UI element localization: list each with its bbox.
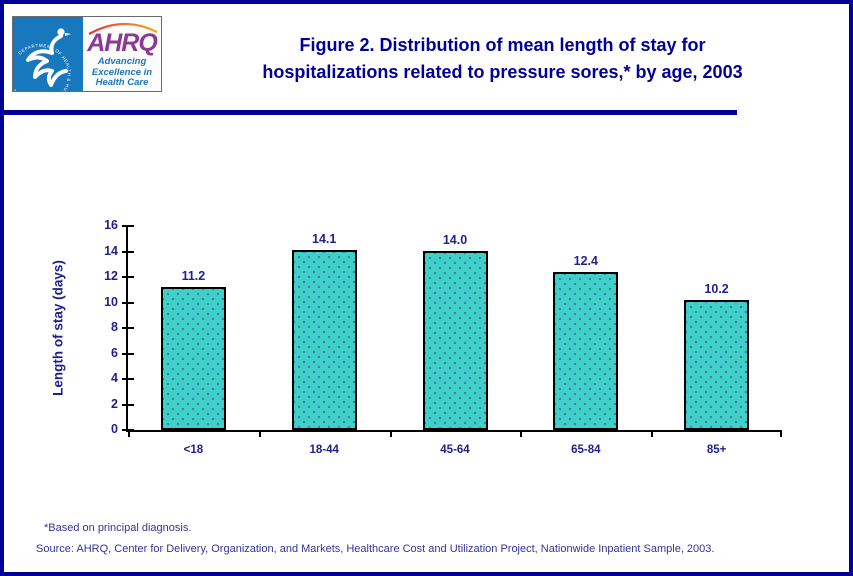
y-axis-tick <box>122 352 134 355</box>
y-axis-title: Length of stay (days) <box>50 260 66 396</box>
hhs-eagle-icon: DEPARTMENT OF HEALTH & HUMAN SERVICES • … <box>12 28 71 107</box>
y-axis-tick <box>122 403 134 406</box>
ahrq-tagline: Advancing Excellence in Health Care <box>91 56 153 89</box>
x-axis-tick <box>390 430 392 437</box>
y-axis-tick <box>122 378 134 380</box>
y-axis-tick <box>122 250 134 253</box>
figure-title-line1: Figure 2. Distribution of mean length of… <box>299 35 706 55</box>
x-axis-tick <box>128 430 130 437</box>
footnote-diagnosis: *Based on principal diagnosis. <box>44 522 192 534</box>
bar-value-label: 14.0 <box>442 233 468 247</box>
bar-value-label: 10.2 <box>704 282 729 296</box>
bar-45-64 <box>422 251 488 430</box>
footnote-source: Source: AHRQ, Center for Delivery, Organ… <box>36 543 715 555</box>
x-axis-category-label: <18 <box>183 444 204 456</box>
bar-value-label: 11.2 <box>181 269 206 283</box>
ahrq-acronym: AHRQ <box>87 29 158 57</box>
bar-value-label: 14.1 <box>312 232 337 246</box>
figure-title-line2: hospitalizations related to pressure sor… <box>262 62 743 82</box>
ahrq-tagline-line2: Excellence in <box>91 66 153 78</box>
bar-65-84 <box>553 272 619 430</box>
x-axis-category-label: 18-44 <box>309 444 339 456</box>
x-axis-category-label: 85+ <box>706 444 727 456</box>
y-axis-tick-label: 16 <box>104 218 118 232</box>
y-axis-tick-label: 8 <box>111 320 118 334</box>
ahrq-arc-icon <box>88 22 158 35</box>
figure-title: Figure 2. Distribution of mean length of… <box>170 32 835 86</box>
y-axis-tick-label: 14 <box>104 243 118 258</box>
y-axis-tick-label: 0 <box>111 422 118 436</box>
x-axis-category-label: 45-64 <box>440 444 470 456</box>
x-axis-tick <box>651 430 653 437</box>
y-axis-tick-label: 6 <box>111 345 118 360</box>
header-divider-rule <box>4 110 737 115</box>
y-axis-tick <box>122 301 134 304</box>
bar-chart-plot-area: 0 2 4 6 8 10 12 14 16 11.2 <18 14.1 18-44 14.0 45-64 12… <box>104 218 782 456</box>
ahrq-tagline-line3: Health Care <box>95 77 149 88</box>
y-axis-tick-label: 4 <box>111 371 118 385</box>
x-axis-category-label: 65-84 <box>571 444 601 456</box>
ahrq-logo-panel: AHRQ Advancing Excellence in Health Care <box>83 17 161 91</box>
x-axis-tick <box>780 430 782 437</box>
y-axis-tick-label: 10 <box>104 294 118 309</box>
y-axis-tick <box>122 327 134 329</box>
bar-85+ <box>684 300 750 430</box>
bar-18-44 <box>291 250 357 430</box>
ahrq-logo: DEPARTMENT OF HEALTH & HUMAN SERVICES • … <box>12 16 162 107</box>
x-axis-tick <box>259 430 261 437</box>
y-axis-tick-label: 2 <box>111 396 118 411</box>
hhs-seal-icon: DEPARTMENT OF HEALTH & HUMAN SERVICES • … <box>12 17 83 107</box>
x-axis-tick <box>520 430 522 437</box>
y-axis-tick-label: 12 <box>104 269 118 283</box>
bar-<18 <box>160 287 226 430</box>
bar-value-label: 12.4 <box>573 254 598 268</box>
y-axis-tick <box>122 276 134 278</box>
y-axis-tick <box>122 225 134 227</box>
ahrq-tagline-line1: Advancing <box>97 56 147 67</box>
